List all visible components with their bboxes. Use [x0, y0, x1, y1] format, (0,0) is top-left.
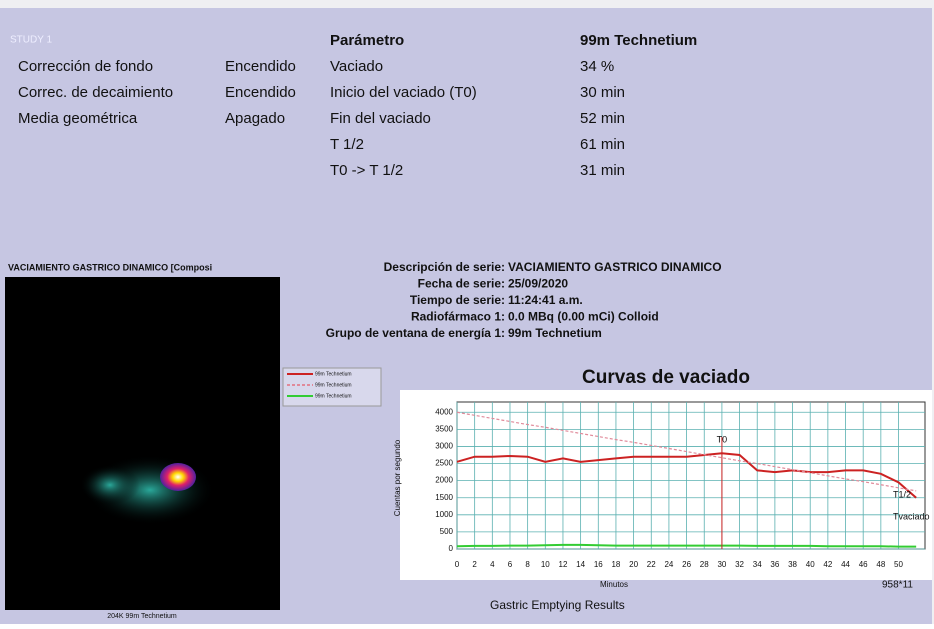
setting-value: Encendido	[225, 58, 296, 75]
scan-hotspot	[160, 463, 196, 491]
legend-label: 99m Technetium	[315, 382, 352, 388]
param-name: T0 -> T 1/2	[330, 162, 403, 179]
y-tick-label: 500	[440, 527, 454, 536]
param-value: 52 min	[580, 110, 625, 127]
footer-title: Gastric Emptying Results	[490, 598, 625, 612]
info-label: Descripción de serie:	[384, 260, 505, 274]
x-tick-label: 4	[490, 560, 495, 569]
legend-label: 99m Technetium	[315, 371, 352, 377]
y-tick-label: 1500	[435, 493, 453, 502]
y-tick-label: 1000	[435, 510, 453, 519]
y-tick-label: 4000	[435, 407, 453, 416]
x-tick-label: 32	[735, 560, 744, 569]
x-tick-label: 0	[455, 560, 460, 569]
param-value: 30 min	[580, 84, 625, 101]
setting-name: Corrección de fondo	[18, 58, 153, 75]
info-label: Fecha de serie:	[418, 277, 505, 291]
y-tick-label: 3000	[435, 442, 453, 451]
y-tick-label: 3500	[435, 424, 453, 433]
x-tick-label: 26	[682, 560, 691, 569]
annotation: T1/2	[893, 489, 911, 499]
param-value: 31 min	[580, 162, 625, 179]
x-tick-label: 22	[647, 560, 656, 569]
x-tick-label: 36	[770, 560, 779, 569]
scan-blob	[80, 465, 140, 505]
screen: STUDY 1 VACIAMIENTO GASTRICO DINAMICO [C…	[0, 0, 934, 624]
info-value: 0.0 MBq (0.00 mCi) Colloid	[508, 310, 659, 324]
x-tick-label: 50	[894, 560, 903, 569]
x-tick-label: 6	[508, 560, 513, 569]
marker-label: T0	[717, 434, 728, 444]
y-tick-label: 2000	[435, 476, 453, 485]
scan-image	[5, 277, 280, 610]
y-axis-label: Cuentas por segundo	[393, 439, 402, 516]
x-tick-label: 12	[559, 560, 568, 569]
info-value: 99m Technetium	[508, 326, 602, 340]
param-header: 99m Technetium	[580, 32, 697, 49]
x-tick-label: 16	[594, 560, 603, 569]
study-label: STUDY 1	[10, 35, 52, 46]
x-tick-label: 14	[576, 560, 585, 569]
x-tick-label: 2	[472, 560, 477, 569]
param-name: Fin del vaciado	[330, 110, 431, 127]
x-tick-label: 10	[541, 560, 550, 569]
x-axis-label: Minutos	[600, 580, 628, 589]
annotation: Tvaciado	[893, 511, 930, 521]
info-value: 11:24:41 a.m.	[508, 293, 583, 307]
info-label: Radiofármaco 1:	[411, 310, 505, 324]
param-header: Parámetro	[330, 32, 404, 49]
param-name: Inicio del vaciado (T0)	[330, 84, 477, 101]
setting-value: Apagado	[225, 110, 285, 127]
legend-label: 99m Technetium	[315, 393, 352, 399]
param-name: T 1/2	[330, 136, 364, 153]
setting-name: Correc. de decaimiento	[18, 84, 173, 101]
info-label: Grupo de ventana de energía 1:	[326, 326, 505, 340]
setting-name: Media geométrica	[18, 110, 138, 127]
x-tick-label: 34	[753, 560, 762, 569]
info-label: Tiempo de serie:	[410, 293, 505, 307]
x-tick-label: 40	[806, 560, 815, 569]
param-value: 34 %	[580, 58, 614, 75]
x-tick-label: 20	[629, 560, 638, 569]
image-title: VACIAMIENTO GASTRICO DINAMICO [Composi	[8, 262, 212, 272]
x-tick-label: 28	[700, 560, 709, 569]
y-tick-label: 2500	[435, 459, 453, 468]
param-value: 61 min	[580, 136, 625, 153]
x-tick-label: 38	[788, 560, 797, 569]
x-tick-label: 48	[876, 560, 885, 569]
chart-title: Curvas de vaciado	[582, 367, 750, 388]
x-tick-label: 24	[664, 560, 673, 569]
setting-value: Encendido	[225, 84, 296, 101]
x-tick-label: 42	[823, 560, 832, 569]
x-tick-label: 44	[841, 560, 850, 569]
y-tick-label: 0	[449, 544, 454, 553]
param-name: Vaciado	[330, 58, 383, 75]
x-tick-label: 30	[717, 560, 726, 569]
x-tick-label: 18	[611, 560, 620, 569]
image-caption: 204K 99m Technetium	[107, 613, 177, 620]
x-tick-label: 8	[525, 560, 530, 569]
footer-code: 958*11	[882, 580, 913, 591]
x-tick-label: 46	[859, 560, 868, 569]
info-value: 25/09/2020	[508, 277, 568, 291]
info-value: VACIAMIENTO GASTRICO DINAMICO	[508, 260, 722, 274]
